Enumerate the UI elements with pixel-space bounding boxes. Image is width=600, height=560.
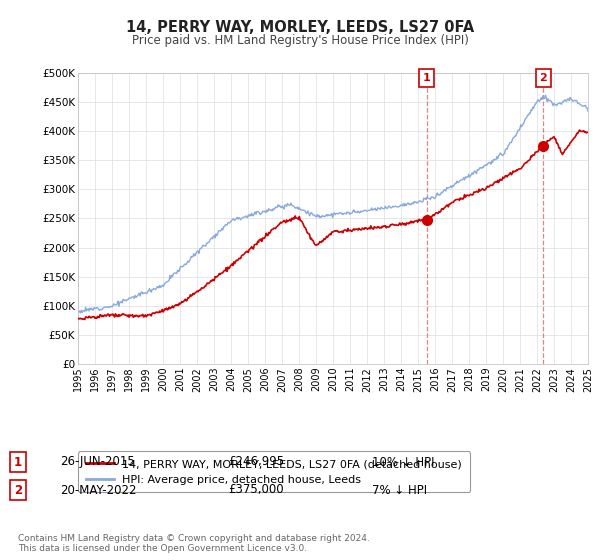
Text: £246,995: £246,995 bbox=[228, 455, 284, 469]
Text: 1: 1 bbox=[422, 73, 430, 83]
Text: 10% ↓ HPI: 10% ↓ HPI bbox=[372, 455, 434, 469]
Text: 2: 2 bbox=[14, 483, 22, 497]
Text: 26-JUN-2015: 26-JUN-2015 bbox=[60, 455, 135, 469]
Text: Price paid vs. HM Land Registry's House Price Index (HPI): Price paid vs. HM Land Registry's House … bbox=[131, 34, 469, 46]
Text: 7% ↓ HPI: 7% ↓ HPI bbox=[372, 483, 427, 497]
Text: 2: 2 bbox=[539, 73, 547, 83]
Text: £375,000: £375,000 bbox=[228, 483, 284, 497]
Text: 1: 1 bbox=[14, 455, 22, 469]
Text: Contains HM Land Registry data © Crown copyright and database right 2024.
This d: Contains HM Land Registry data © Crown c… bbox=[18, 534, 370, 553]
Legend: 14, PERRY WAY, MORLEY, LEEDS, LS27 0FA (detached house), HPI: Average price, det: 14, PERRY WAY, MORLEY, LEEDS, LS27 0FA (… bbox=[78, 451, 470, 492]
Text: 14, PERRY WAY, MORLEY, LEEDS, LS27 0FA: 14, PERRY WAY, MORLEY, LEEDS, LS27 0FA bbox=[126, 20, 474, 35]
Text: 20-MAY-2022: 20-MAY-2022 bbox=[60, 483, 137, 497]
